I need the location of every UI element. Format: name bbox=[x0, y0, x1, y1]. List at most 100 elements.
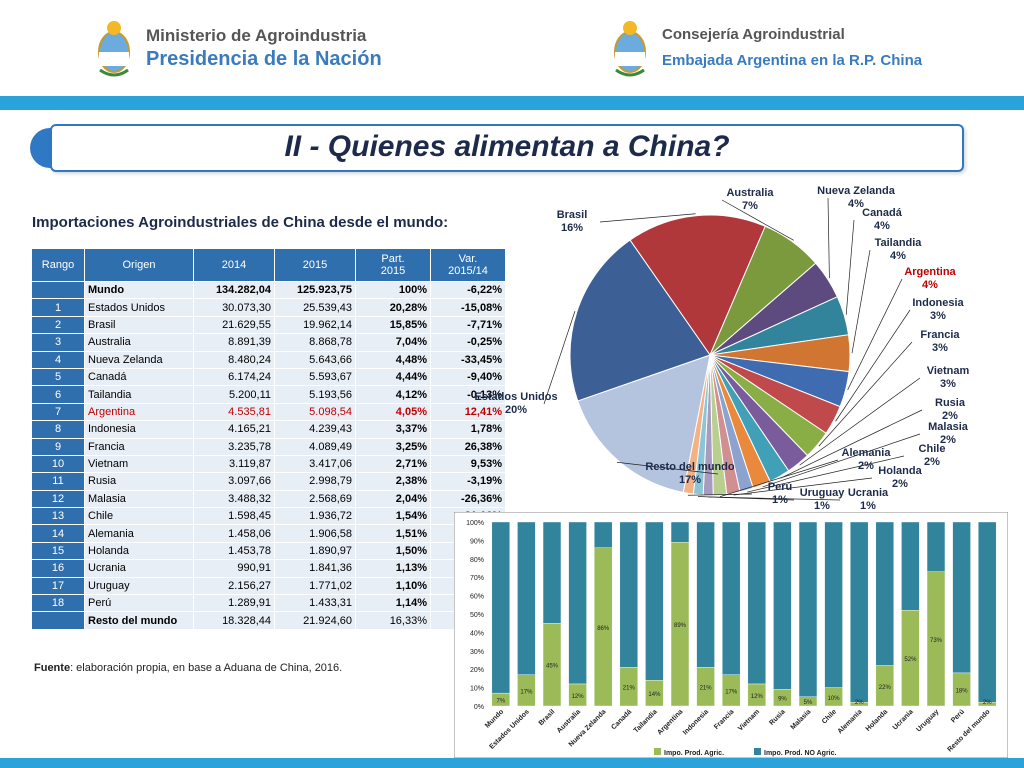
pie-leader-line bbox=[698, 496, 795, 501]
footnote: Fuente: elaboración propia, en base a Ad… bbox=[34, 662, 342, 674]
variation-cell: -15,08% bbox=[430, 298, 506, 317]
origin-cell: Ucrania bbox=[84, 559, 194, 578]
bar-data-label: 10% bbox=[828, 696, 841, 702]
share-cell: 2,04% bbox=[355, 489, 431, 509]
col-header-rango: Rango bbox=[31, 248, 85, 282]
col-header-var: Var. 2015/14 bbox=[430, 248, 506, 282]
origin-cell: Vietnam bbox=[84, 454, 194, 474]
bar-segment-no-agric bbox=[594, 521, 613, 548]
pie-slice-percent-label: 4% bbox=[848, 198, 864, 210]
value-2015-cell: 1.890,97 bbox=[274, 541, 356, 561]
pie-slice-percent-label: 20% bbox=[505, 404, 527, 416]
value-2015-cell: 5.593,67 bbox=[274, 367, 356, 387]
share-cell: 16,33% bbox=[355, 611, 431, 630]
pie-slice-percent-label: 3% bbox=[932, 342, 948, 354]
variation-cell: 12,41% bbox=[430, 402, 506, 422]
pie-slice-percent-label: 3% bbox=[940, 378, 956, 390]
pie-slice-name-label: Alemania bbox=[842, 447, 892, 459]
bar-segment-no-agric bbox=[926, 521, 946, 572]
value-2014-cell: 2.156,27 bbox=[193, 576, 275, 596]
pie-slice-name-label: Vietnam bbox=[927, 365, 970, 377]
share-cell: 15,85% bbox=[355, 315, 431, 335]
value-2014-cell: 5.200,11 bbox=[193, 385, 275, 404]
rank-cell bbox=[31, 611, 85, 630]
pie-slice-percent-label: 4% bbox=[922, 279, 938, 291]
bar-segment-no-agric bbox=[491, 521, 510, 694]
slide-title: II - Quienes alimentan a China? bbox=[284, 130, 730, 163]
share-cell: 4,12% bbox=[355, 385, 431, 404]
variation-cell: -3,19% bbox=[430, 472, 506, 491]
pie-slice-percent-label: 1% bbox=[772, 494, 788, 506]
share-cell: 100% bbox=[355, 280, 431, 300]
bar-data-label: 21% bbox=[623, 686, 636, 692]
value-2014-cell: 4.165,21 bbox=[193, 420, 275, 439]
y-tick-label: 100% bbox=[466, 520, 484, 527]
pie-leader-line bbox=[827, 197, 830, 279]
consejeria-label: Consejería Agroindustrial bbox=[662, 26, 845, 43]
table-row: 2 Brasil 21.629,55 19.962,14 15,85% -7,71% bbox=[31, 315, 506, 335]
table-row: 4 Nueva Zelanda 8.480,24 5.643,66 4,48% -33,4… bbox=[31, 350, 506, 369]
bar-segment-no-agric bbox=[773, 521, 792, 690]
value-2014-cell: 8.891,39 bbox=[193, 333, 275, 352]
pie-leader-line bbox=[733, 477, 873, 496]
y-tick-label: 20% bbox=[470, 667, 484, 674]
value-2015-cell: 1.936,72 bbox=[274, 507, 356, 526]
ministerio-label: Ministerio de Agroindustria bbox=[146, 26, 367, 45]
origin-cell: Argentina bbox=[84, 402, 194, 422]
origin-cell: Australia bbox=[84, 333, 194, 352]
pie-slice-name-label: Argentina bbox=[904, 266, 956, 278]
pie-slice-percent-label: 17% bbox=[679, 474, 701, 486]
embajada-label: Embajada Argentina en la R.P. China bbox=[662, 52, 923, 69]
bar-segment-no-agric bbox=[722, 521, 741, 675]
pie-slice-name-label: Francia bbox=[920, 329, 960, 341]
value-2015-cell: 3.417,06 bbox=[274, 454, 356, 474]
bar-data-label: 2% bbox=[855, 700, 864, 706]
pie-slice-percent-label: 2% bbox=[858, 460, 874, 472]
pie-slice-percent-label: 1% bbox=[814, 500, 830, 510]
rank-cell: 16 bbox=[31, 559, 85, 578]
share-cell: 7,04% bbox=[355, 333, 431, 352]
bar-data-label: 17% bbox=[520, 689, 533, 695]
pie-leader-line bbox=[687, 493, 753, 496]
value-2014-cell: 990,91 bbox=[193, 559, 275, 578]
pie-leader-line bbox=[747, 455, 905, 493]
bar-data-label: 17% bbox=[725, 689, 738, 695]
value-2015-cell: 1.433,31 bbox=[274, 594, 356, 613]
value-2014-cell: 3.488,32 bbox=[193, 489, 275, 509]
pie-leader-line bbox=[762, 433, 921, 488]
bar-data-label: 22% bbox=[879, 685, 892, 691]
table-subtitle: Importaciones Agroindustriales de China … bbox=[32, 214, 449, 231]
share-cell: 3,25% bbox=[355, 437, 431, 456]
pie-slice-name-label: Tailandia bbox=[875, 237, 923, 249]
value-2014-cell: 8.480,24 bbox=[193, 350, 275, 369]
table-row: Resto del mundo18.328,4421.924,6016,33%1… bbox=[31, 611, 506, 630]
pie-slice-name-label: Nueva Zelanda bbox=[817, 185, 896, 197]
value-2014-cell: 3.097,66 bbox=[193, 472, 275, 491]
y-tick-label: 30% bbox=[470, 649, 484, 656]
bar-segment-no-agric bbox=[850, 521, 869, 703]
share-cell: 2,38% bbox=[355, 472, 431, 491]
value-2015-cell: 2.998,79 bbox=[274, 472, 356, 491]
pie-slice-name-label: Brasil bbox=[557, 209, 588, 221]
pie-slice-percent-label: 3% bbox=[930, 310, 946, 322]
pie-slice-percent-label: 2% bbox=[942, 410, 958, 422]
pie-slice-name-label: Holanda bbox=[878, 465, 922, 477]
value-2015-cell: 1.906,58 bbox=[274, 524, 356, 543]
table-row: 10 Vietnam 3.119,87 3.417,06 2,71% 9,53% bbox=[31, 454, 506, 474]
variation-cell: -6,22% bbox=[430, 280, 506, 300]
bar-segment-no-agric bbox=[517, 521, 536, 675]
legend-swatch bbox=[654, 748, 661, 755]
y-tick-label: 0% bbox=[474, 704, 484, 711]
footer-band bbox=[0, 758, 1024, 768]
value-2015-cell: 125.923,75 bbox=[274, 280, 356, 300]
origin-cell: Francia bbox=[84, 437, 194, 456]
value-2015-cell: 4.089,49 bbox=[274, 437, 356, 456]
share-cell: 4,48% bbox=[355, 350, 431, 369]
pie-slice-percent-label: 2% bbox=[924, 456, 940, 468]
bar-data-label: 18% bbox=[956, 688, 969, 694]
pie-slice-percent-label: 16% bbox=[561, 222, 583, 234]
variation-cell: -33,45% bbox=[430, 350, 506, 369]
value-2014-cell: 4.535,81 bbox=[193, 402, 275, 422]
pie-slice bbox=[577, 354, 711, 494]
